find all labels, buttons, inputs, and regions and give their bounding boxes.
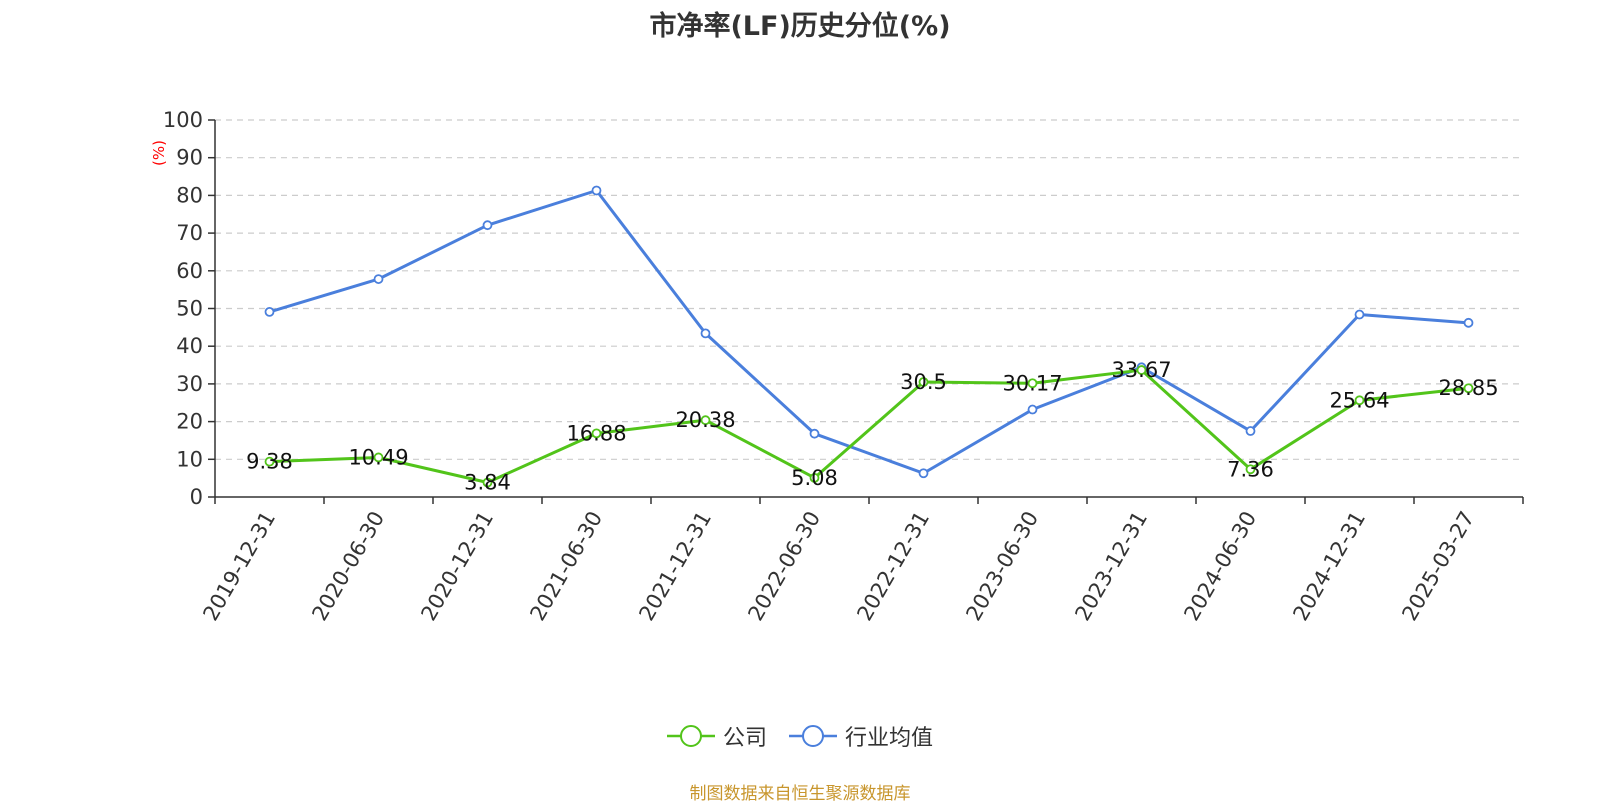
grid-lines [215,119,1523,460]
x-tick-label: 2020-12-31 [416,507,498,625]
legend-company-marker [666,725,715,747]
data-point-series-0[interactable] [264,456,275,467]
x-tick-label: 2023-06-30 [961,507,1043,625]
data-point-series-1[interactable] [482,220,493,231]
y-tick-label: 50 [176,297,203,321]
data-label: 28.85 [1438,376,1498,400]
y-axis-unit-label: (%) [150,140,168,166]
x-tick-label: 2023-12-31 [1070,507,1152,625]
series [264,185,1474,488]
x-tick-label: 2025-03-27 [1397,507,1479,625]
legend: 公司 行业均值 [0,720,1600,752]
x-tick-label: 2021-12-31 [634,507,716,625]
y-tick-label: 70 [176,221,203,245]
data-label: 9.38 [246,450,293,474]
data-point-series-1[interactable] [1027,404,1038,415]
legend-item-company[interactable]: 公司 [666,720,767,752]
data-label: 20.38 [675,408,735,432]
data-point-series-1[interactable] [591,185,602,196]
data-point-series-1[interactable] [1463,317,1474,328]
data-point-series-0[interactable] [373,452,384,463]
data-label: 16.88 [566,421,626,445]
y-tick-label: 100 [163,108,203,132]
data-label: 30.5 [900,370,947,394]
data-point-series-1[interactable] [700,328,711,339]
data-labels: 9.38 10.49 3.84 16.88 20.38 5.08 30.5 30.17 33.6… [246,358,1498,494]
y-tick-label: 0 [190,485,203,509]
data-source-note: 制图数据来自恒生聚源数据库 [689,784,911,804]
y-tick-label: 90 [176,146,203,170]
data-point-series-1[interactable] [809,428,820,439]
data-point-series-0[interactable] [700,415,711,426]
x-tick-label: 2024-06-30 [1179,507,1261,625]
data-label: 10.49 [348,445,408,469]
data-point-series-0[interactable] [482,477,493,488]
data-point-series-0[interactable] [591,428,602,439]
axes: 0 10 20 30 40 50 60 70 80 90 100 2019-12-31 2020-06-… [163,108,1524,625]
data-point-series-0[interactable] [1027,378,1038,389]
legend-industry-marker [789,725,837,747]
data-point-series-1[interactable] [373,274,384,284]
x-tick-label: 2022-06-30 [743,507,825,625]
x-tick-label: 2021-06-30 [525,507,607,625]
chart-title: 市净率(LF)历史分位(%) [649,11,951,42]
data-point-series-1[interactable] [1354,309,1365,320]
y-tick-label: 80 [176,183,203,207]
y-tick-label: 40 [176,334,203,358]
series-line-0 [269,368,1469,485]
data-point-series-1[interactable] [918,468,929,479]
data-point-series-0[interactable] [918,377,929,387]
data-label: 30.17 [1002,371,1062,395]
data-point-series-0[interactable] [1463,383,1474,394]
data-point-series-0[interactable] [1245,464,1256,475]
x-tick-label: 2019-12-31 [198,507,280,625]
data-label: 3.84 [464,471,511,495]
y-tick-label: 20 [176,410,203,434]
legend-label-industry: 行业均值 [845,726,934,751]
legend-item-industry[interactable]: 行业均值 [789,720,933,752]
y-tick-label: 30 [176,372,203,396]
data-point-series-0[interactable] [1136,365,1147,375]
data-label: 5.08 [791,466,838,490]
data-label: 25.64 [1329,388,1389,412]
y-tick-label: 60 [176,259,203,283]
legend-label-company: 公司 [722,726,767,751]
data-point-series-0[interactable] [1354,395,1365,406]
data-point-series-1[interactable] [1245,426,1256,436]
x-tick-label: 2022-12-31 [852,507,934,625]
data-point-series-1[interactable] [264,306,275,317]
data-label: 33.67 [1111,358,1171,382]
x-tick-label: 2020-06-30 [307,507,389,625]
data-point-series-0[interactable] [809,472,820,483]
y-tick-label: 10 [176,447,203,471]
series-line-1 [269,188,1469,475]
x-tick-label: 2024-12-31 [1288,507,1370,625]
data-label: 7.36 [1227,457,1274,481]
